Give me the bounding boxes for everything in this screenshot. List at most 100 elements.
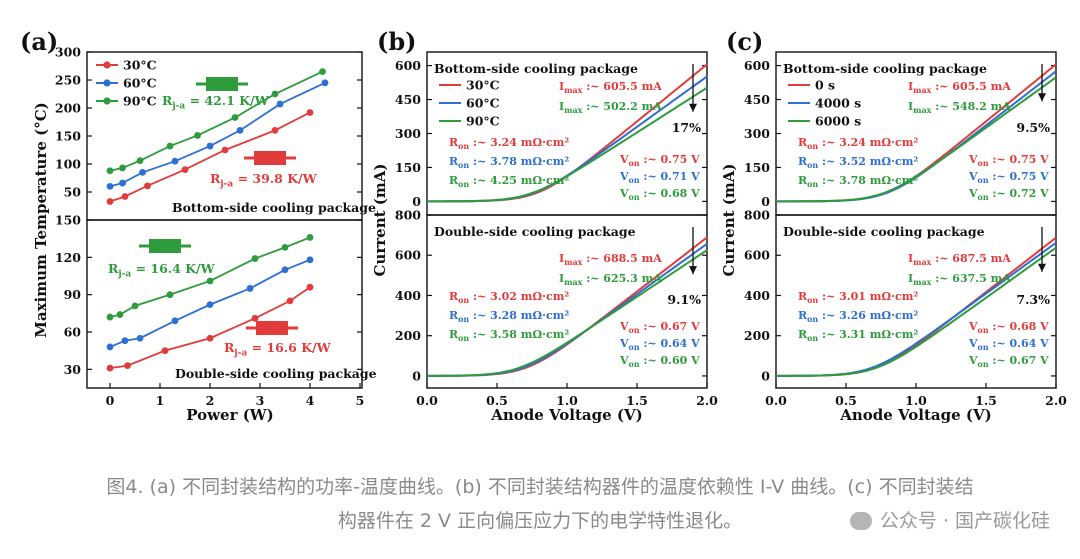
panel-c-bottom-imax-label: Imax :~ 605.5 mA xyxy=(908,80,1011,95)
panel-c-bottom-ytick-label: 600 xyxy=(744,58,770,73)
figure-caption-line-1: 图4. (a) 不同封装结构的功率-温度曲线。(b) 不同封装结构器件的温度依赖… xyxy=(106,476,974,498)
panel-a-bottom-resistor-icon-red xyxy=(244,151,296,165)
panel-a-bottom-data-point xyxy=(144,182,151,190)
panel-b-bottom-von-label: Von :~ 0.75 V xyxy=(619,153,700,168)
panel-a-double-data-point xyxy=(171,317,179,325)
panel-a-double-data-point xyxy=(206,301,214,309)
panel-c-double-arrow-head xyxy=(1038,263,1046,272)
panel-b-double-ytick-label: 800 xyxy=(395,208,421,223)
panel-a-double-data-point xyxy=(124,362,131,369)
panel-a-bottom-data-point xyxy=(236,126,244,134)
panel-c-double-imax-label: Imax :~ 637.5 mA xyxy=(908,272,1011,287)
panel-b-bottom-ron-label: Ron :~ 4.25 mΩ·cm² xyxy=(449,174,569,189)
panel-c-double-ytick-label: 200 xyxy=(744,328,770,343)
panel-a-bottom-data-point xyxy=(181,166,189,174)
panel-a-double-data-point xyxy=(306,234,314,241)
panel-a-bottom-data-point xyxy=(321,79,329,87)
panel-b-bottom-ytick-label: 150 xyxy=(395,160,421,175)
panel-a-double-ytick-label: 120 xyxy=(55,250,81,265)
panel-c-bottom-legend-label: 4000 s xyxy=(815,96,861,111)
panel-c-double-iv-curve xyxy=(776,246,1057,377)
panel-c-bottom-arrow-head xyxy=(1038,93,1046,102)
panel-a-bottom-resistor-icon-red-body xyxy=(254,151,286,165)
panel-a-bottom-ytick-label: 250 xyxy=(55,73,81,88)
panel-a-double-data-point xyxy=(121,337,129,345)
panel-a-bottom-data-point xyxy=(106,183,114,190)
panel-b-bottom-von-label: Von :~ 0.71 V xyxy=(619,170,700,185)
panel-b-double-iv-curve xyxy=(427,249,708,377)
watermark-text: 公众号 · 国产碳化硅 xyxy=(879,510,1050,532)
panel-a-bottom-data-point xyxy=(231,114,239,121)
panel-b-xlabel: Anode Voltage (V) xyxy=(490,406,643,424)
panel-a-bottom-data-point xyxy=(171,157,179,165)
panel-b-double-imax-label: Imax :~ 688.5 mA xyxy=(559,252,662,267)
panel-c-bottom-von-label: Von :~ 0.75 V xyxy=(968,153,1049,168)
panel-b-double-von-label: Von :~ 0.60 V xyxy=(619,354,700,369)
panel-c-double-imax-label: Imax :~ 687.5 mA xyxy=(908,252,1011,267)
panel-b-bottom-ytick-label: 450 xyxy=(395,92,421,107)
panel-b-double-ytick-label: 200 xyxy=(395,328,421,343)
panel-a-double-annotation-red: Rj-a = 16.6 K/W xyxy=(224,340,332,359)
panel-a-xtick-label: 2 xyxy=(206,393,215,408)
panel-a-double-data-point xyxy=(106,313,114,321)
panel-a-double-data-point xyxy=(206,334,214,342)
panel-c-double-ron-label: Ron :~ 3.01 mΩ·cm² xyxy=(798,290,918,305)
panel-a-double-data-point xyxy=(106,364,114,372)
panel-b-double-percent: 9.1% xyxy=(667,292,701,307)
panel-a-bottom-legend-label: 60°C xyxy=(123,76,157,91)
panel-b-bottom-title: Bottom-side cooling package xyxy=(434,61,638,76)
panel-a-double-data-point xyxy=(251,314,259,322)
panel-c-xlabel: Anode Voltage (V) xyxy=(839,406,992,424)
panel-b-double-ytick-label: 600 xyxy=(395,248,421,263)
panel-b-double-von-label: Von :~ 0.64 V xyxy=(619,337,700,352)
panel-a-bottom-resistor-icon-green xyxy=(196,77,248,91)
panel-a-double-data-point xyxy=(116,311,124,318)
panel-c-double-von-label: Von :~ 0.67 V xyxy=(968,354,1049,369)
panel-a-bottom-data-point xyxy=(119,179,126,187)
panel-c-xtick-label: 1.0 xyxy=(905,393,927,408)
panel-b-double-ron-label: Ron :~ 3.02 mΩ·cm² xyxy=(449,290,569,305)
panel-a-double-data-point xyxy=(106,343,114,351)
panel-a-double-data-point xyxy=(161,347,169,355)
panel-a-bottom-data-point xyxy=(139,169,146,176)
panel-a-bottom-data-point xyxy=(119,164,126,172)
panel-a-bottom-title: Bottom-side cooling package xyxy=(172,200,376,215)
panel-a-double-ytick-label: 30 xyxy=(64,362,82,377)
panel-a-bottom-legend-label: 30°C xyxy=(123,58,157,73)
panel-b-xtick-label: 0.0 xyxy=(416,393,438,408)
panel-a-double-data-point xyxy=(306,256,314,264)
panel-b-double-ron-label: Ron :~ 3.28 mΩ·cm² xyxy=(449,309,569,324)
panel-c-xtick-label: 0.0 xyxy=(765,393,787,408)
panel-b-double-ron-label: Ron :~ 3.58 mΩ·cm² xyxy=(449,328,569,343)
panel-a-double-ytick-label: 90 xyxy=(64,287,82,302)
panel-a-bottom-data-point xyxy=(136,157,144,165)
panel-a-double-data-point xyxy=(251,255,259,262)
panel-c-bottom-percent: 9.5% xyxy=(1016,120,1050,135)
panel-c-bottom-imax-label: Imax :~ 548.2 mA xyxy=(908,100,1011,115)
panel-c-xtick-label: 2.0 xyxy=(1045,393,1067,408)
panel-b-double-arrow-head xyxy=(689,266,697,275)
panel-c-double-ytick-label: 800 xyxy=(744,208,770,223)
panel-a-ylabel: Maximum Temperature (°C) xyxy=(32,102,50,337)
panel-b-bottom-arrow-head xyxy=(689,103,697,112)
panel-c-double-percent: 7.3% xyxy=(1016,292,1050,307)
figure-caption-line-2: 构器件在 2 V 正向偏压应力下的电学特性退化。 xyxy=(20,504,1060,538)
panel-b-double-ytick-label: 400 xyxy=(395,288,421,303)
panel-a-double-data-point xyxy=(286,297,294,305)
panel-a-bottom-data-point xyxy=(194,132,201,139)
panel-b-label: (b) xyxy=(377,27,417,56)
panel-a-bottom-legend-marker xyxy=(103,97,111,105)
panel-c-bottom-ron-label: Ron :~ 3.52 mΩ·cm² xyxy=(798,155,918,170)
panel-c-xtick-label: 1.5 xyxy=(975,393,997,408)
panel-a-bottom-ytick-label: 150 xyxy=(55,129,81,144)
panel-b-xtick-label: 0.5 xyxy=(486,393,508,408)
panel-a-double-data-point xyxy=(206,277,214,285)
panel-a-xtick-label: 0 xyxy=(106,393,115,408)
panel-a-bottom-data-point xyxy=(271,90,279,98)
panel-b-bottom-ytick-label: 600 xyxy=(395,58,421,73)
panel-b-bottom-imax-label: Imax :~ 502.2 mA xyxy=(559,100,662,115)
panel-a-label: (a) xyxy=(20,27,58,56)
panel-c-ylabel: Current (mA) xyxy=(720,164,738,277)
panel-a-bottom-annotation-green: Rj-a = 42.1 K/W xyxy=(162,93,270,112)
panel-b-bottom-legend-label: 30°C xyxy=(466,78,500,93)
